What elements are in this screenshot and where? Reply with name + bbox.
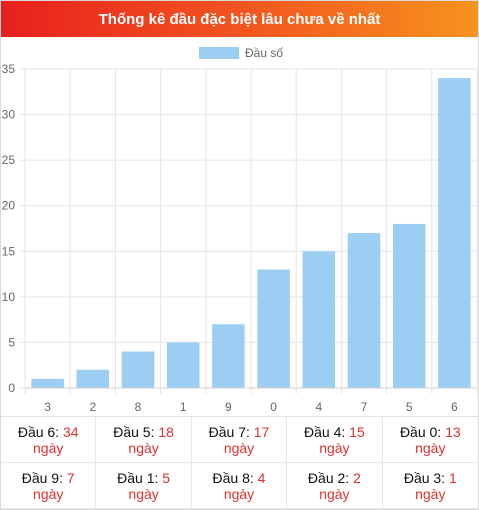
y-tick-label: 5 bbox=[8, 335, 15, 349]
stat-label: Đầu 2: bbox=[307, 469, 350, 486]
stat-value: 5 bbox=[162, 469, 171, 486]
stat-unit: ngày bbox=[223, 439, 255, 456]
bar bbox=[121, 351, 155, 388]
bar bbox=[76, 369, 110, 388]
stat-label: Đầu 1: bbox=[117, 469, 159, 486]
bar bbox=[212, 324, 245, 388]
x-tick-label: 1 bbox=[180, 400, 187, 414]
stat-unit: ngày bbox=[223, 485, 255, 502]
stat-cell: Đầu 5: 18 ngày bbox=[96, 417, 192, 463]
x-tick-label: 3 bbox=[44, 400, 51, 414]
x-tick-label: 7 bbox=[361, 400, 368, 414]
stat-label: Đầu 7: bbox=[208, 423, 250, 440]
stat-label: Đầu 5: bbox=[113, 423, 155, 440]
stat-value: 1 bbox=[448, 469, 457, 486]
bar bbox=[438, 78, 471, 388]
legend-swatch bbox=[199, 47, 239, 59]
bar bbox=[392, 223, 426, 388]
stat-cell: Đầu 0: 13 ngày bbox=[382, 417, 478, 463]
stat-label: Đầu 9: bbox=[21, 469, 63, 486]
stats-table: Đầu 6: 34 ngày Đầu 5: 18 ngày Đầu 7: 17 … bbox=[1, 416, 478, 509]
y-tick-label: 35 bbox=[2, 62, 16, 76]
stat-unit: ngày bbox=[319, 485, 350, 502]
stat-value: 13 bbox=[445, 423, 461, 440]
stat-unit: ngày bbox=[319, 439, 350, 456]
stat-value: 17 bbox=[253, 423, 270, 440]
x-tick-label: 0 bbox=[270, 400, 277, 414]
y-tick-label: 0 bbox=[8, 381, 15, 395]
y-tick-label: 10 bbox=[2, 290, 16, 304]
stat-cell: Đầu 3: 1 ngày bbox=[382, 463, 478, 509]
stat-cell: Đầu 8: 4 ngày bbox=[191, 463, 288, 509]
stat-unit: ngày bbox=[128, 439, 159, 456]
stat-cell: Đầu 9: 7 ngày bbox=[1, 463, 97, 509]
bar bbox=[347, 233, 381, 388]
x-tick-label: 9 bbox=[225, 400, 232, 414]
x-tick-label: 8 bbox=[135, 400, 142, 414]
stat-cell: Đầu 2: 2 ngày bbox=[287, 463, 383, 509]
stat-cell: Đầu 1: 5 ngày bbox=[96, 463, 192, 509]
x-tick-label: 2 bbox=[89, 400, 96, 414]
bar-chart: Đầu số 0 5 10 15 20 25 30 35 3 2 8 1 9 0 4 7 5 6 bbox=[2, 46, 478, 414]
page-title: Thống kê đầu đặc biệt lâu chưa về nhất bbox=[1, 1, 478, 37]
stat-unit: ngày bbox=[415, 439, 446, 456]
stat-cell: Đầu 4: 15 ngày bbox=[287, 417, 383, 463]
stat-label: Đầu 4: bbox=[304, 423, 346, 440]
stat-label: Đầu 3: bbox=[403, 469, 446, 486]
x-tick-label: 4 bbox=[315, 400, 322, 414]
bar bbox=[302, 251, 336, 388]
stat-value: 34 bbox=[62, 423, 79, 440]
chart-area: Đầu số 0 5 10 15 20 25 30 35 3 2 8 1 9 0 4 7 5 6 bbox=[1, 37, 478, 417]
bar bbox=[257, 269, 290, 388]
stat-unit: ngày bbox=[33, 439, 64, 456]
x-tick-label: 6 bbox=[451, 400, 458, 414]
stat-value: 7 bbox=[66, 469, 75, 486]
y-tick-label: 25 bbox=[2, 153, 16, 167]
stat-cell: Đầu 7: 17 ngày bbox=[191, 417, 288, 463]
stat-value: 18 bbox=[158, 423, 174, 440]
bar bbox=[166, 342, 200, 388]
y-tick-label: 20 bbox=[2, 199, 16, 213]
stat-unit: ngày bbox=[33, 485, 64, 502]
stat-unit: ngày bbox=[128, 485, 159, 502]
y-tick-label: 30 bbox=[2, 108, 16, 122]
y-tick-label: 15 bbox=[2, 244, 16, 258]
stat-label: Đầu 0: bbox=[399, 423, 442, 440]
bar bbox=[31, 378, 64, 388]
stat-value: 4 bbox=[257, 469, 266, 486]
stat-cell: Đầu 6: 34 ngày bbox=[1, 417, 97, 463]
x-tick-label: 5 bbox=[406, 400, 413, 414]
stat-label: Đầu 6: bbox=[17, 423, 60, 440]
stat-unit: ngày bbox=[415, 485, 446, 502]
stat-value: 2 bbox=[353, 469, 361, 486]
legend-label: Đầu số bbox=[245, 46, 283, 60]
stat-label: Đầu 8: bbox=[212, 469, 254, 486]
stat-value: 15 bbox=[349, 423, 365, 440]
